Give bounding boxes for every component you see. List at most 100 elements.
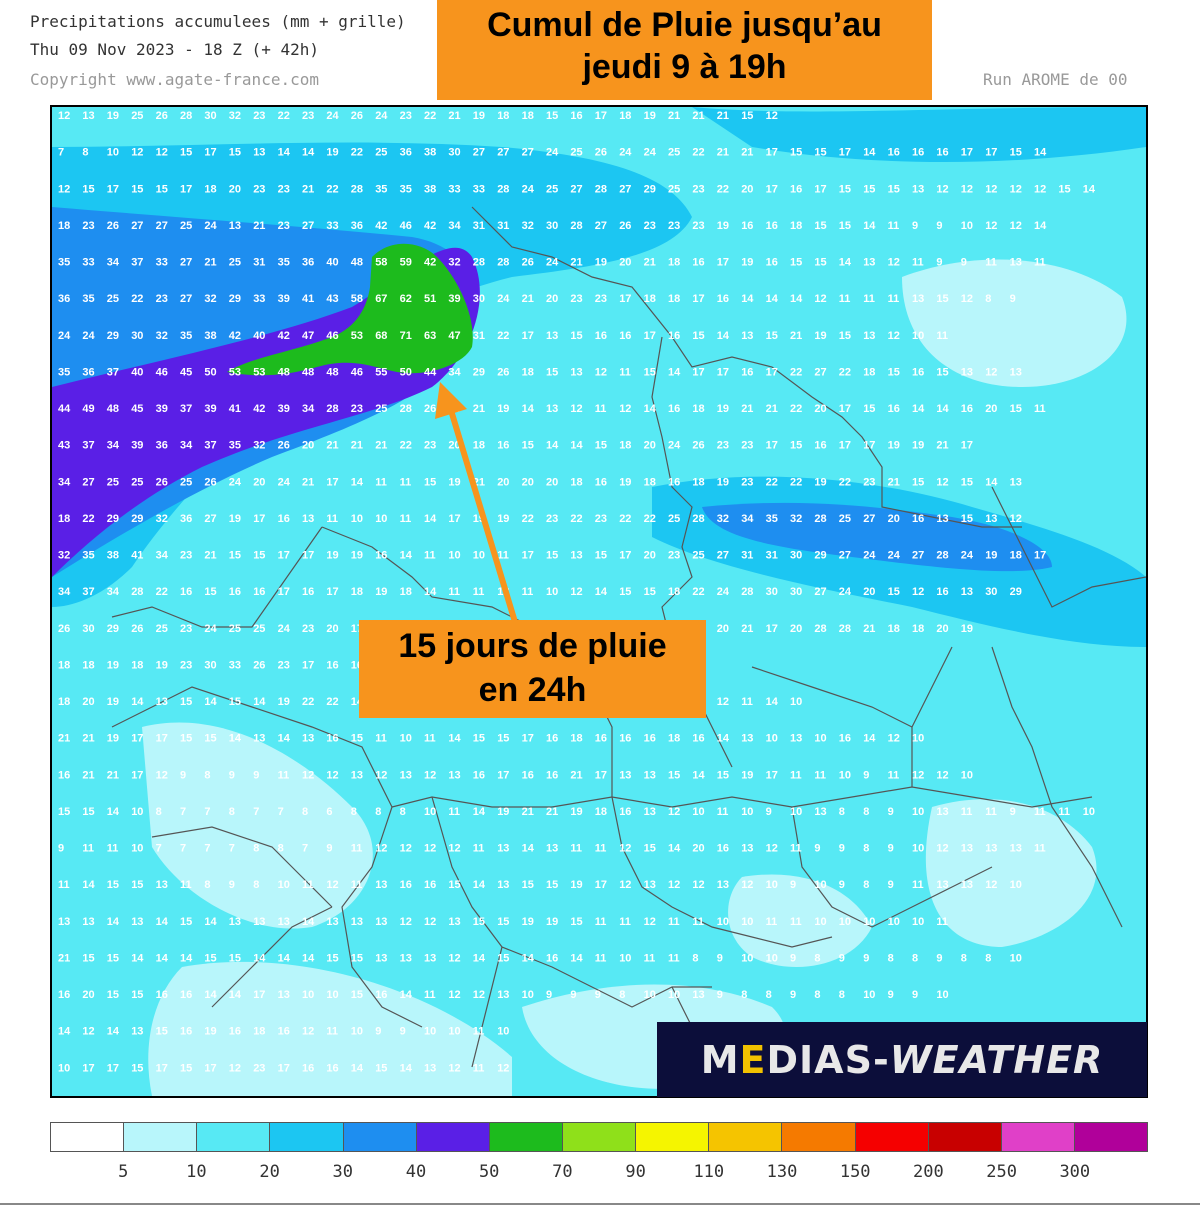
grid-value: 22 — [839, 476, 851, 488]
grid-value: 14 — [400, 989, 413, 1001]
grid-value: 10 — [522, 989, 534, 1001]
grid-value: 7 — [204, 806, 210, 818]
grid-value: 26 — [497, 366, 509, 378]
grid-value: 18 — [58, 696, 70, 708]
grid-value: 20 — [814, 403, 826, 415]
grid-value: 12 — [766, 110, 778, 122]
grid-value: 43 — [58, 440, 70, 452]
grid-value: 27 — [619, 183, 631, 195]
grid-value: 31 — [253, 257, 265, 269]
grid-value: 13 — [985, 513, 997, 525]
grid-value: 10 — [58, 1062, 70, 1074]
grid-value: 23 — [156, 293, 168, 305]
grid-value: 49 — [82, 403, 94, 415]
grid-value: 14 — [522, 843, 535, 855]
grid-value: 18 — [204, 183, 216, 195]
grid-value: 17 — [766, 147, 778, 159]
grid-value: 16 — [839, 733, 851, 745]
grid-value: 15 — [692, 330, 704, 342]
grid-value: 14 — [668, 366, 681, 378]
grid-value: 10 — [1010, 879, 1022, 891]
grid-value: 16 — [229, 586, 241, 598]
grid-value: 28 — [131, 586, 143, 598]
grid-value: 24 — [58, 330, 71, 342]
grid-value: 12 — [1010, 183, 1022, 195]
grid-value: 28 — [326, 403, 338, 415]
grid-value: 13 — [936, 879, 948, 891]
grid-value: 15 — [180, 1062, 192, 1074]
grid-value: 24 — [326, 110, 339, 122]
grid-value: 34 — [180, 440, 193, 452]
grid-value: 16 — [473, 769, 485, 781]
grid-value: 11 — [912, 879, 924, 891]
grid-value: 13 — [253, 916, 265, 928]
grid-value: 17 — [204, 147, 216, 159]
grid-value: 19 — [814, 330, 826, 342]
grid-value: 11 — [595, 952, 607, 964]
grid-value: 15 — [790, 440, 802, 452]
grid-value: 11 — [278, 769, 290, 781]
grid-value: 24 — [204, 220, 217, 232]
grid-value: 15 — [912, 476, 924, 488]
grid-value: 12 — [82, 1026, 94, 1038]
grid-value: 19 — [570, 879, 582, 891]
grid-value: 22 — [790, 366, 802, 378]
grid-value: 21 — [570, 769, 582, 781]
grid-value: 7 — [180, 806, 186, 818]
grid-value: 11 — [497, 550, 509, 562]
grid-value: 17 — [692, 293, 704, 305]
grid-value: 9 — [839, 952, 845, 964]
grid-value: 12 — [668, 879, 680, 891]
legend-swatch — [343, 1123, 417, 1151]
grid-value: 16 — [692, 257, 704, 269]
grid-value: 32 — [253, 440, 265, 452]
grid-value: 44 — [58, 403, 71, 415]
grid-value: 14 — [717, 330, 730, 342]
grid-value: 19 — [351, 550, 363, 562]
grid-value: 14 — [400, 1062, 413, 1074]
grid-value: 21 — [717, 147, 729, 159]
grid-value: 9 — [229, 769, 235, 781]
grid-value: 7 — [302, 843, 308, 855]
grid-value: 13 — [326, 916, 338, 928]
grid-value: 12 — [814, 293, 826, 305]
grid-value: 17 — [82, 1062, 94, 1074]
grid-value: 34 — [107, 440, 120, 452]
headline-box: Cumul de Pluie jusqu’au jeudi 9 à 19h — [437, 0, 932, 100]
grid-value: 15 — [570, 330, 582, 342]
grid-value: 13 — [692, 989, 704, 1001]
grid-value: 20 — [82, 696, 94, 708]
grid-value: 11 — [375, 733, 387, 745]
grid-value: 18 — [644, 476, 656, 488]
grid-value: 9 — [888, 843, 894, 855]
grid-value: 17 — [131, 733, 143, 745]
grid-value: 27 — [717, 550, 729, 562]
map-subtitle-line-2: Thu 09 Nov 2023 - 18 Z (+ 42h) — [30, 40, 319, 59]
grid-value: 24 — [839, 586, 852, 598]
grid-value: 22 — [351, 147, 363, 159]
grid-value: 14 — [839, 257, 852, 269]
grid-value: 13 — [644, 806, 656, 818]
grid-value: 29 — [1010, 586, 1022, 598]
grid-value: 18 — [58, 220, 70, 232]
legend-swatch — [416, 1123, 490, 1151]
grid-value: 53 — [229, 366, 241, 378]
grid-value: 20 — [717, 623, 729, 635]
grid-value: 8 — [741, 989, 747, 1001]
grid-value: 11 — [668, 952, 680, 964]
grid-value: 8 — [253, 843, 259, 855]
grid-value: 14 — [424, 586, 437, 598]
grid-value: 8 — [863, 806, 869, 818]
grid-value: 18 — [668, 586, 680, 598]
grid-value: 21 — [863, 623, 875, 635]
grid-value: 12 — [985, 879, 997, 891]
grid-value: 13 — [644, 879, 656, 891]
grid-value: 21 — [351, 440, 363, 452]
grid-value: 15 — [131, 989, 143, 1001]
grid-value: 38 — [204, 330, 216, 342]
grid-value: 12 — [448, 989, 460, 1001]
grid-value: 11 — [717, 806, 729, 818]
grid-value: 24 — [497, 293, 510, 305]
legend-swatch — [124, 1123, 198, 1151]
grid-value: 15 — [790, 147, 802, 159]
